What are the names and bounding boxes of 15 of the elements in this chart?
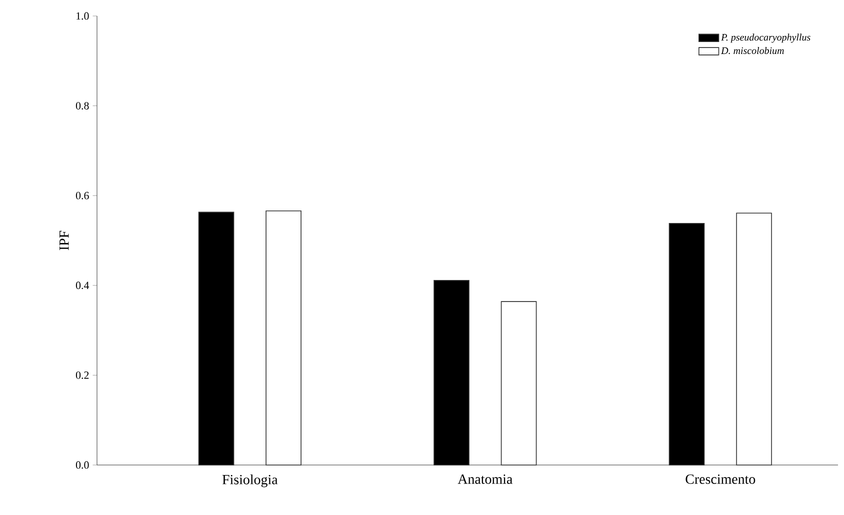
x-tick-label: Fisiologia [222,474,278,488]
y-tick-label: 1.0 [76,12,89,20]
bar [266,210,302,466]
y-tick-label: 0.4 [76,282,90,290]
y-axis-title: IPF [60,230,69,250]
legend-label: P. pseudocaryophyllus [721,34,810,43]
bar [500,301,537,466]
y-tick-label: 0.8 [76,102,89,110]
x-tick-label: Crescimento [686,474,756,484]
bar [736,212,772,466]
x-tick-label: Anatomia [458,474,512,484]
legend-label: D. miscolobium [721,47,784,54]
y-tick-label: 0.6 [76,192,89,200]
y-tick-label: 0.0 [76,461,89,469]
y-tick-label: 0.2 [76,371,89,379]
